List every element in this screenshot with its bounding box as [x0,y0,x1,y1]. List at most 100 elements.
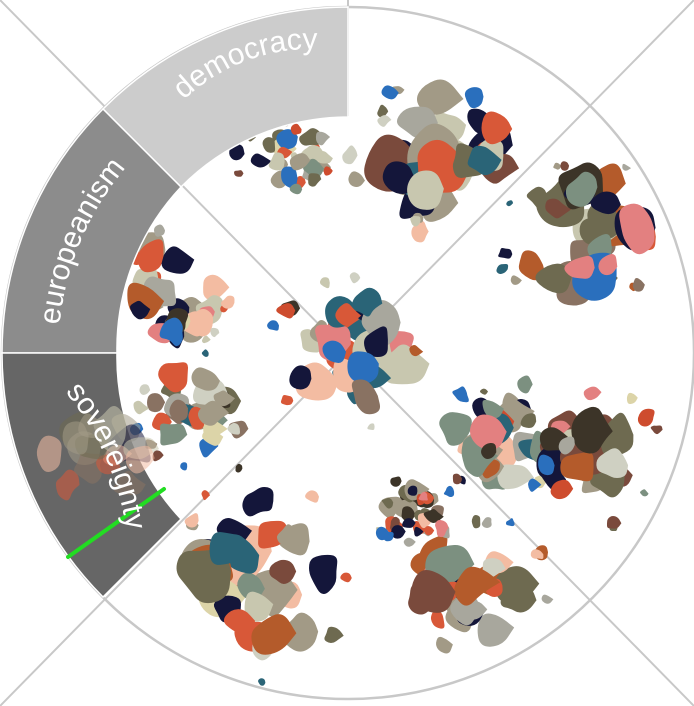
blob-fragment [348,171,365,188]
blob-fragment [530,549,544,560]
overlay-blob [36,435,62,472]
blob [571,406,613,454]
blob-fragment [220,295,235,309]
cluster-left-mid [129,362,249,471]
blob-fragment [152,450,164,462]
blob-fragment [349,272,361,284]
blob [414,526,424,537]
blob [596,448,629,478]
blob [289,153,311,171]
blob [223,609,256,635]
blob [424,526,435,536]
blob-fragment [305,490,319,503]
blob-fragment [471,515,481,529]
blob-fragment [258,678,266,686]
cluster-center [267,272,430,431]
blob-fragment [267,320,279,331]
blob [191,367,220,391]
blob-fragment [632,277,645,292]
blob [497,464,535,490]
blob [202,429,224,446]
blob [520,413,537,428]
blob [322,340,346,363]
blob [262,137,276,153]
sovereignty-overlay-blob [36,405,159,501]
blob-fragment [606,515,622,529]
blob [467,145,502,176]
blob-fragment [452,473,462,485]
blob [402,518,416,528]
blob [564,255,595,279]
blob-fragment [506,200,514,207]
blob [418,491,428,501]
blob-fragment [235,463,243,473]
blob [439,412,472,446]
blob [381,497,394,509]
blob [303,158,324,179]
blob-clusters [104,79,663,686]
blob [481,442,497,460]
blob-fragment [481,517,492,528]
blob-fragment [383,531,394,542]
blob-fragment [510,275,522,285]
blob-fragment [505,518,515,527]
blob [169,399,188,422]
blob [187,309,214,337]
overlay-blob [55,469,80,501]
cluster-top-left [229,112,365,195]
blob [304,144,324,162]
blob-fragment [553,162,562,170]
blob [351,287,383,317]
blob-fragment [153,224,165,237]
blob [382,161,415,195]
blob [550,479,574,500]
blob [454,566,501,606]
blob [203,274,230,301]
blob [494,566,540,604]
blob-fragment [234,170,244,177]
blob [276,129,298,150]
blob-fragment [133,400,150,415]
blob [364,326,388,358]
blob [407,170,444,210]
blob [619,203,655,255]
blob [430,609,445,629]
blob [590,191,621,215]
blob-fragment [290,123,302,135]
blob-fragment [340,572,352,583]
blob [411,569,456,613]
blob [289,365,312,390]
blob-fragment [139,384,151,395]
blob-fragment [479,388,488,395]
blob-fragment [210,327,220,338]
blob [237,572,265,600]
highlight-line [66,487,166,559]
blob-fragment [452,386,469,403]
blob-fragment [377,104,389,118]
blob-fragment [280,394,294,406]
blob-fragment [435,519,449,538]
blob-fragment [637,408,655,427]
blob [159,423,188,446]
cluster-bottom-right [408,515,554,654]
cluster-lower-center [375,476,455,547]
blob [464,87,484,109]
blob [600,412,634,457]
cluster-left-upper [104,224,235,357]
blob [335,303,362,326]
blob [477,613,515,647]
overlay-blob [113,470,146,495]
blob-fragment [381,85,399,100]
blob [416,79,464,115]
blob-fragment [650,425,663,435]
blob-fragment [289,183,303,195]
blob-fragment [390,476,402,487]
blob-fragment [622,163,631,171]
blob [323,166,333,176]
blob [481,111,513,145]
cluster-top [364,79,520,243]
blob [482,399,504,419]
cluster-right-upper [496,161,656,306]
blob-fragment [410,215,421,227]
blob [351,379,381,415]
